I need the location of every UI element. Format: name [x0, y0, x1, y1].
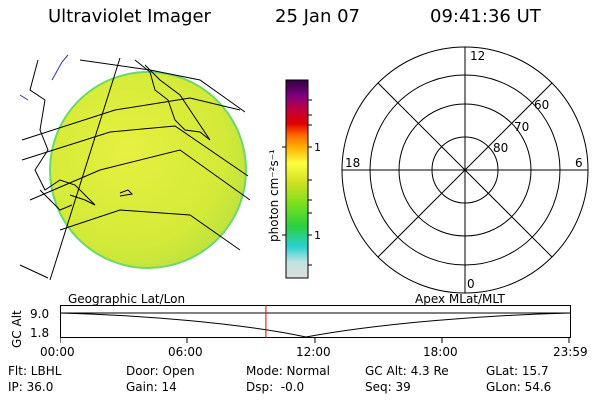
lat-label-60: 60: [534, 98, 549, 112]
gc-alt-axis-label: GC Alt: [10, 310, 24, 348]
strip-frame: [60, 305, 571, 338]
colorbar-tick-10: 10: [314, 229, 320, 242]
x-tick-2359: 23:59: [553, 345, 588, 359]
observation-date: 25 Jan 07: [275, 6, 360, 27]
altitude-curve: [60, 312, 571, 338]
mlt-label-0: 0: [467, 277, 475, 291]
app-title: Ultraviolet Imager: [48, 6, 211, 27]
colorbar-tick-100: 100: [314, 141, 320, 154]
geographic-grid: [21, 57, 251, 281]
status-door: Door: Open: [126, 364, 195, 378]
status-glon: GLon: 54.6: [486, 380, 552, 394]
x-tick-0000: 00:00: [40, 345, 75, 359]
status-ip: IP: 36.0: [8, 380, 54, 394]
geographic-label: Geographic Lat/Lon: [68, 292, 186, 306]
observation-time: 09:41:36 UT: [430, 6, 541, 27]
coastlines: [19, 59, 211, 279]
x-tick-1800: 18:00: [423, 345, 458, 359]
y-tick-top: 9.0: [30, 307, 50, 321]
polar-plot: 12 18 6 0 60 70 80: [341, 46, 589, 294]
x-tick-1200: 12:00: [296, 345, 331, 359]
coastlines-blue: [19, 54, 69, 101]
lat-label-80: 80: [493, 141, 508, 155]
colorbar-unit-label: photon cm⁻²s⁻¹: [267, 149, 281, 242]
mlt-label-12: 12: [470, 49, 485, 63]
mlt-label-6: 6: [575, 156, 583, 170]
status-dsp: Dsp: -0.0: [246, 380, 305, 394]
y-tick-bottom: 1.8: [30, 326, 50, 340]
colorbar: 100 10 photon cm⁻²s⁻¹: [267, 79, 320, 279]
status-glat: GLat: 15.7: [486, 364, 549, 378]
earth-disk: [49, 71, 247, 269]
status-gain: Gain: 14: [126, 380, 177, 394]
lat-label-70: 70: [514, 120, 529, 134]
status-seq: Seq: 39: [365, 380, 411, 394]
x-tick-0600: 06:00: [168, 345, 203, 359]
uv-earth-image: [19, 54, 251, 281]
altitude-strip-chart: [60, 305, 571, 343]
apex-label: Apex MLat/MLT: [415, 292, 505, 306]
status-flt: Flt: LBHL: [8, 364, 62, 378]
status-gc-alt: GC Alt: 4.3 Re: [365, 364, 449, 378]
colorbar-scale: [285, 79, 309, 279]
mlt-label-18: 18: [345, 156, 360, 170]
status-mode: Mode: Normal: [246, 364, 330, 378]
